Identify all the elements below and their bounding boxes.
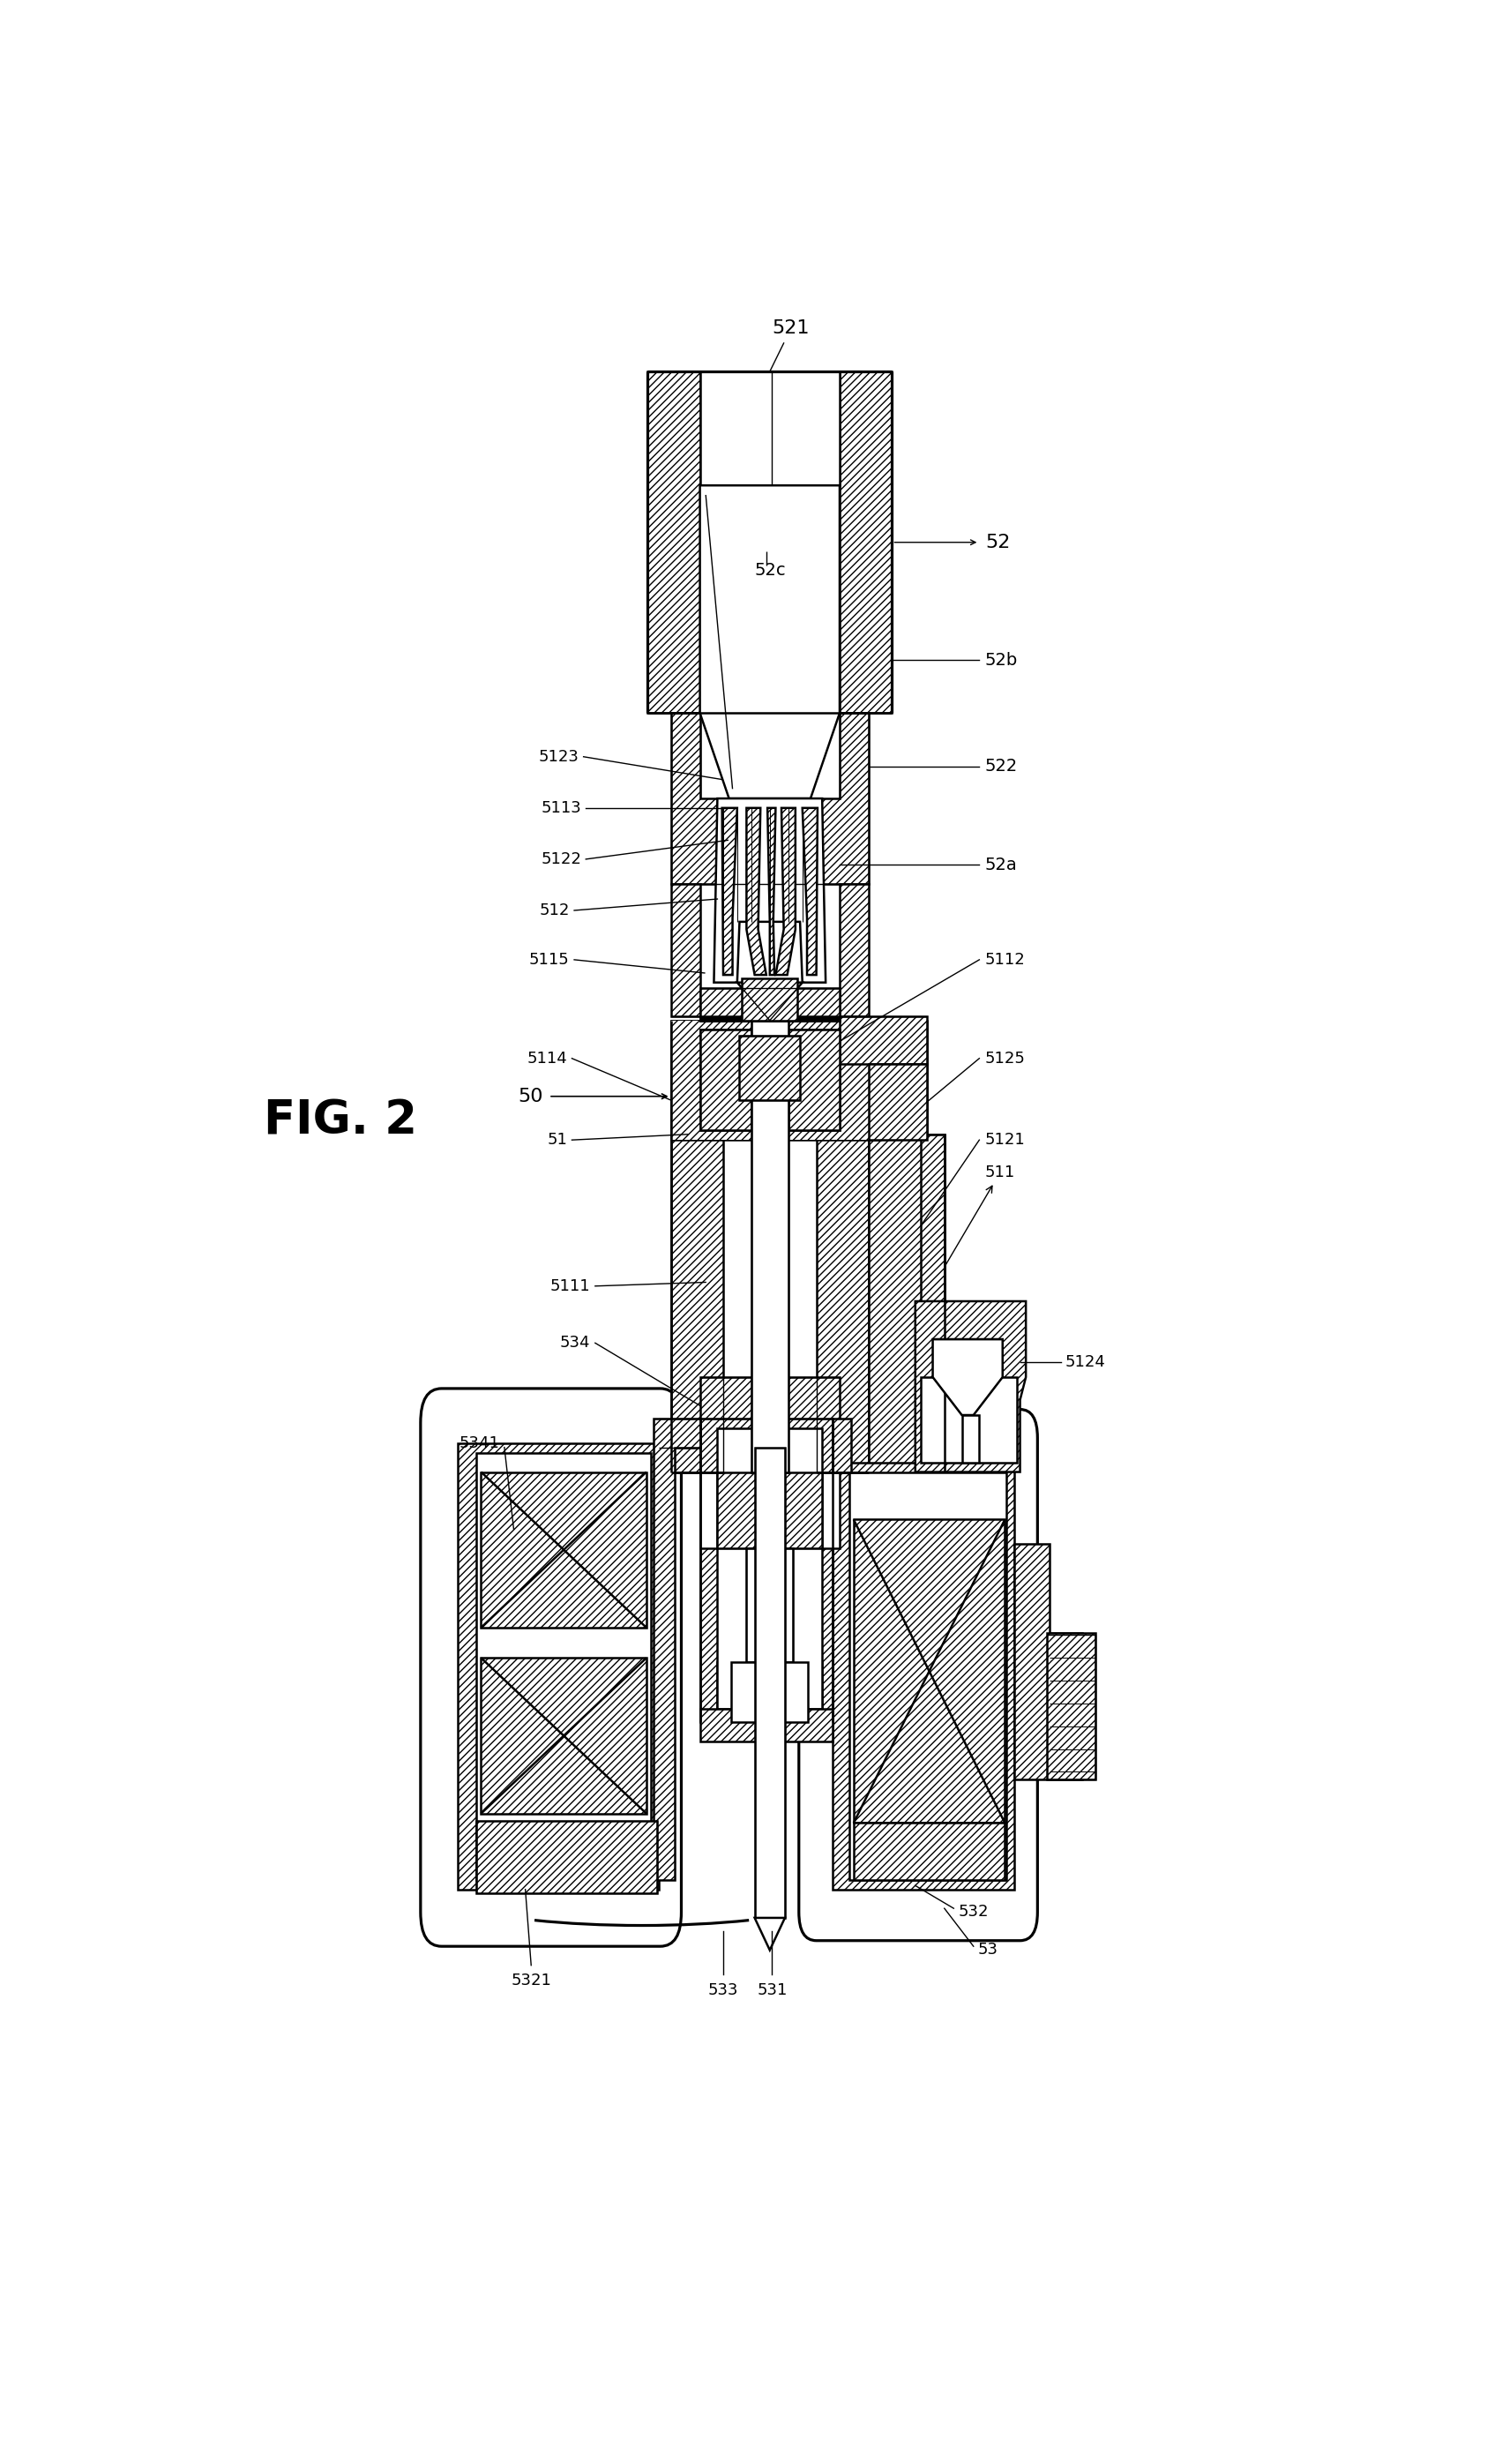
Bar <box>751 1020 789 1471</box>
Text: 531: 531 <box>757 1984 787 1998</box>
Polygon shape <box>832 1419 852 1471</box>
Bar <box>476 1821 656 1892</box>
Polygon shape <box>921 1133 945 1311</box>
Bar <box>849 1471 1006 1880</box>
Polygon shape <box>832 1464 1014 1890</box>
Text: 511: 511 <box>946 1165 1015 1264</box>
Text: 532: 532 <box>958 1905 988 1919</box>
Text: 5113: 5113 <box>541 801 581 816</box>
Text: 533: 533 <box>707 1984 739 1998</box>
Bar <box>921 1377 1017 1464</box>
Text: 5114: 5114 <box>527 1050 568 1067</box>
Text: 52c: 52c <box>754 562 786 579</box>
Text: 51: 51 <box>547 1131 568 1148</box>
Bar <box>718 1429 822 1710</box>
Polygon shape <box>647 372 700 712</box>
Bar <box>671 1020 880 1141</box>
Polygon shape <box>1014 1545 1081 1779</box>
Polygon shape <box>746 808 766 976</box>
FancyBboxPatch shape <box>421 1390 682 1947</box>
Text: 5122: 5122 <box>541 850 581 867</box>
Polygon shape <box>817 1020 868 1471</box>
Text: 5112: 5112 <box>985 951 1026 968</box>
Bar <box>481 1658 646 1814</box>
Bar <box>1047 1634 1096 1779</box>
Polygon shape <box>700 988 840 1020</box>
Bar <box>739 1035 801 1099</box>
Bar <box>700 1018 840 1020</box>
Polygon shape <box>718 1661 822 1722</box>
Polygon shape <box>671 885 700 1018</box>
Polygon shape <box>653 1419 700 1890</box>
Polygon shape <box>724 1547 817 1661</box>
Polygon shape <box>722 808 737 976</box>
Polygon shape <box>718 1471 822 1547</box>
Polygon shape <box>700 1471 840 1547</box>
Polygon shape <box>868 1064 927 1141</box>
Bar <box>961 1414 979 1464</box>
Polygon shape <box>802 808 817 976</box>
Text: FIG. 2: FIG. 2 <box>263 1099 418 1143</box>
Polygon shape <box>933 1340 1003 1414</box>
Polygon shape <box>868 1020 945 1471</box>
Polygon shape <box>775 808 796 976</box>
Polygon shape <box>768 808 775 976</box>
Bar <box>742 978 798 1020</box>
Text: 52a: 52a <box>985 857 1017 872</box>
Polygon shape <box>840 885 868 1018</box>
Bar <box>700 372 840 485</box>
Polygon shape <box>754 1917 786 1949</box>
Bar <box>476 1454 650 1880</box>
Text: 5111: 5111 <box>550 1279 590 1294</box>
Text: 52b: 52b <box>985 650 1018 668</box>
Bar <box>853 1520 1005 1823</box>
Bar <box>481 1471 646 1629</box>
Polygon shape <box>700 1377 840 1471</box>
Polygon shape <box>840 1018 927 1064</box>
Text: 52: 52 <box>985 535 1011 552</box>
Text: 5121: 5121 <box>985 1131 1026 1148</box>
Polygon shape <box>458 1444 659 1890</box>
Polygon shape <box>700 1419 832 1722</box>
Text: 5321: 5321 <box>511 1974 551 1988</box>
Text: 522: 522 <box>985 759 1018 774</box>
Bar <box>700 1030 751 1131</box>
Bar <box>853 1823 1005 1880</box>
Bar <box>700 1030 840 1131</box>
Text: 534: 534 <box>560 1335 590 1350</box>
Text: 53: 53 <box>978 1942 999 1959</box>
FancyBboxPatch shape <box>799 1409 1038 1942</box>
Text: 512: 512 <box>539 902 569 919</box>
Bar <box>746 1547 793 1661</box>
Polygon shape <box>737 983 802 1020</box>
Text: 5341: 5341 <box>460 1437 500 1451</box>
Polygon shape <box>671 1020 724 1471</box>
Text: 5124: 5124 <box>1065 1355 1105 1370</box>
Text: 5123: 5123 <box>538 749 578 764</box>
Bar <box>671 1020 880 1141</box>
Polygon shape <box>671 712 868 885</box>
Polygon shape <box>915 1301 1026 1471</box>
Bar <box>731 1661 808 1722</box>
Text: 50: 50 <box>518 1087 542 1106</box>
Bar <box>789 1030 840 1131</box>
Polygon shape <box>713 798 826 983</box>
Text: 5125: 5125 <box>985 1050 1026 1067</box>
Polygon shape <box>840 372 892 712</box>
Text: 5115: 5115 <box>529 951 569 968</box>
Bar <box>754 1446 786 1917</box>
Polygon shape <box>700 1710 832 1742</box>
Text: 521: 521 <box>772 320 810 338</box>
Polygon shape <box>700 485 840 798</box>
